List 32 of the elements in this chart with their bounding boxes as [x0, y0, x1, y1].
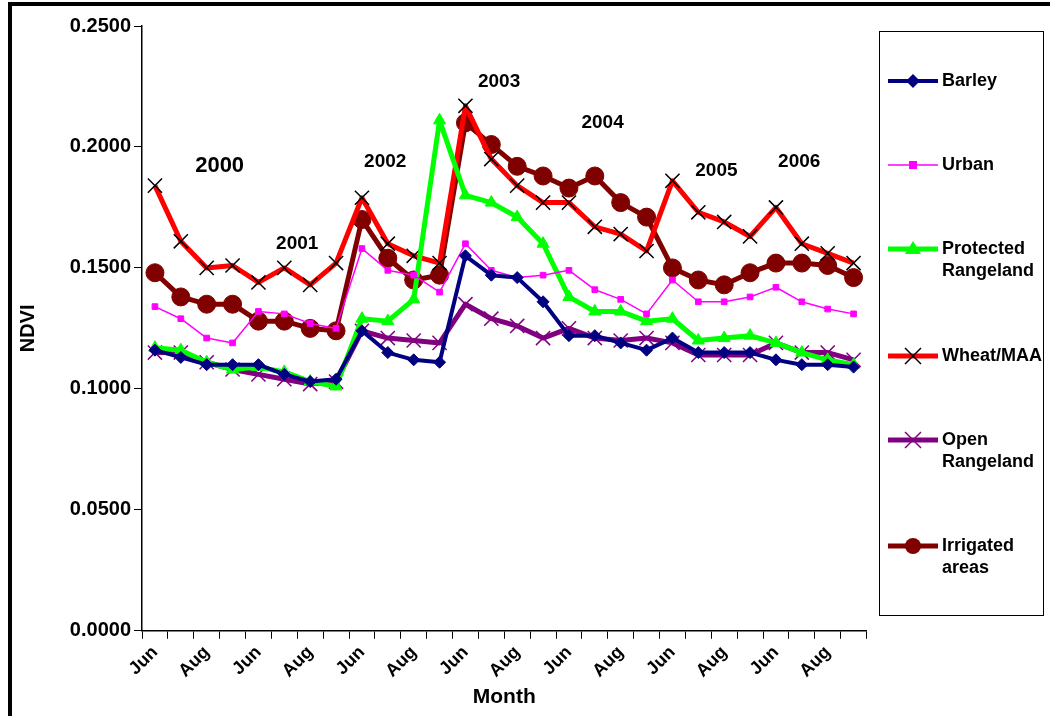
y-tick-label: 0.0500 — [69, 497, 131, 520]
annotation: 2003 — [477, 69, 521, 91]
legend-label: Protected Rangeland — [942, 237, 1035, 282]
annotation: 2000 — [195, 152, 245, 178]
legend-label: Open Rangeland — [942, 427, 1035, 472]
legend-label: Urban — [942, 153, 995, 176]
x-tick-label: Jun — [642, 641, 679, 679]
y-tick-label: 0.2500 — [69, 13, 131, 36]
x-axis-title: Month — [472, 684, 536, 708]
legend-label: Wheat/MAA — [942, 343, 1043, 366]
x-tick-label: Jun — [745, 641, 783, 679]
x-tick-label: Jun — [538, 641, 576, 679]
x-tick-label: Aug — [381, 641, 421, 681]
legend-label: Barley — [942, 69, 999, 92]
x-tick-label: Aug — [588, 641, 628, 681]
annotation: 2004 — [581, 111, 625, 132]
y-tick-label: 0.2000 — [69, 134, 131, 157]
legend-label: Irrigated areas — [942, 533, 1016, 578]
y-axis-title: NDVI — [15, 304, 38, 353]
y-tick-label: 0.1000 — [69, 376, 131, 399]
y-tick-label: 0.0000 — [69, 618, 131, 641]
x-tick-label: Jun — [331, 641, 369, 679]
x-tick-label: Aug — [795, 641, 835, 681]
annotation: 2006 — [778, 149, 821, 171]
x-tick-label: Jun — [124, 641, 162, 679]
x-tick-label: Jun — [435, 641, 472, 679]
x-tick-label: Jun — [228, 641, 265, 679]
annotation: 2002 — [364, 149, 407, 171]
annotation: 2001 — [276, 231, 319, 253]
y-tick-label: 0.1500 — [69, 255, 131, 278]
x-tick-label: Aug — [174, 641, 214, 681]
annotation: 2005 — [695, 159, 738, 181]
